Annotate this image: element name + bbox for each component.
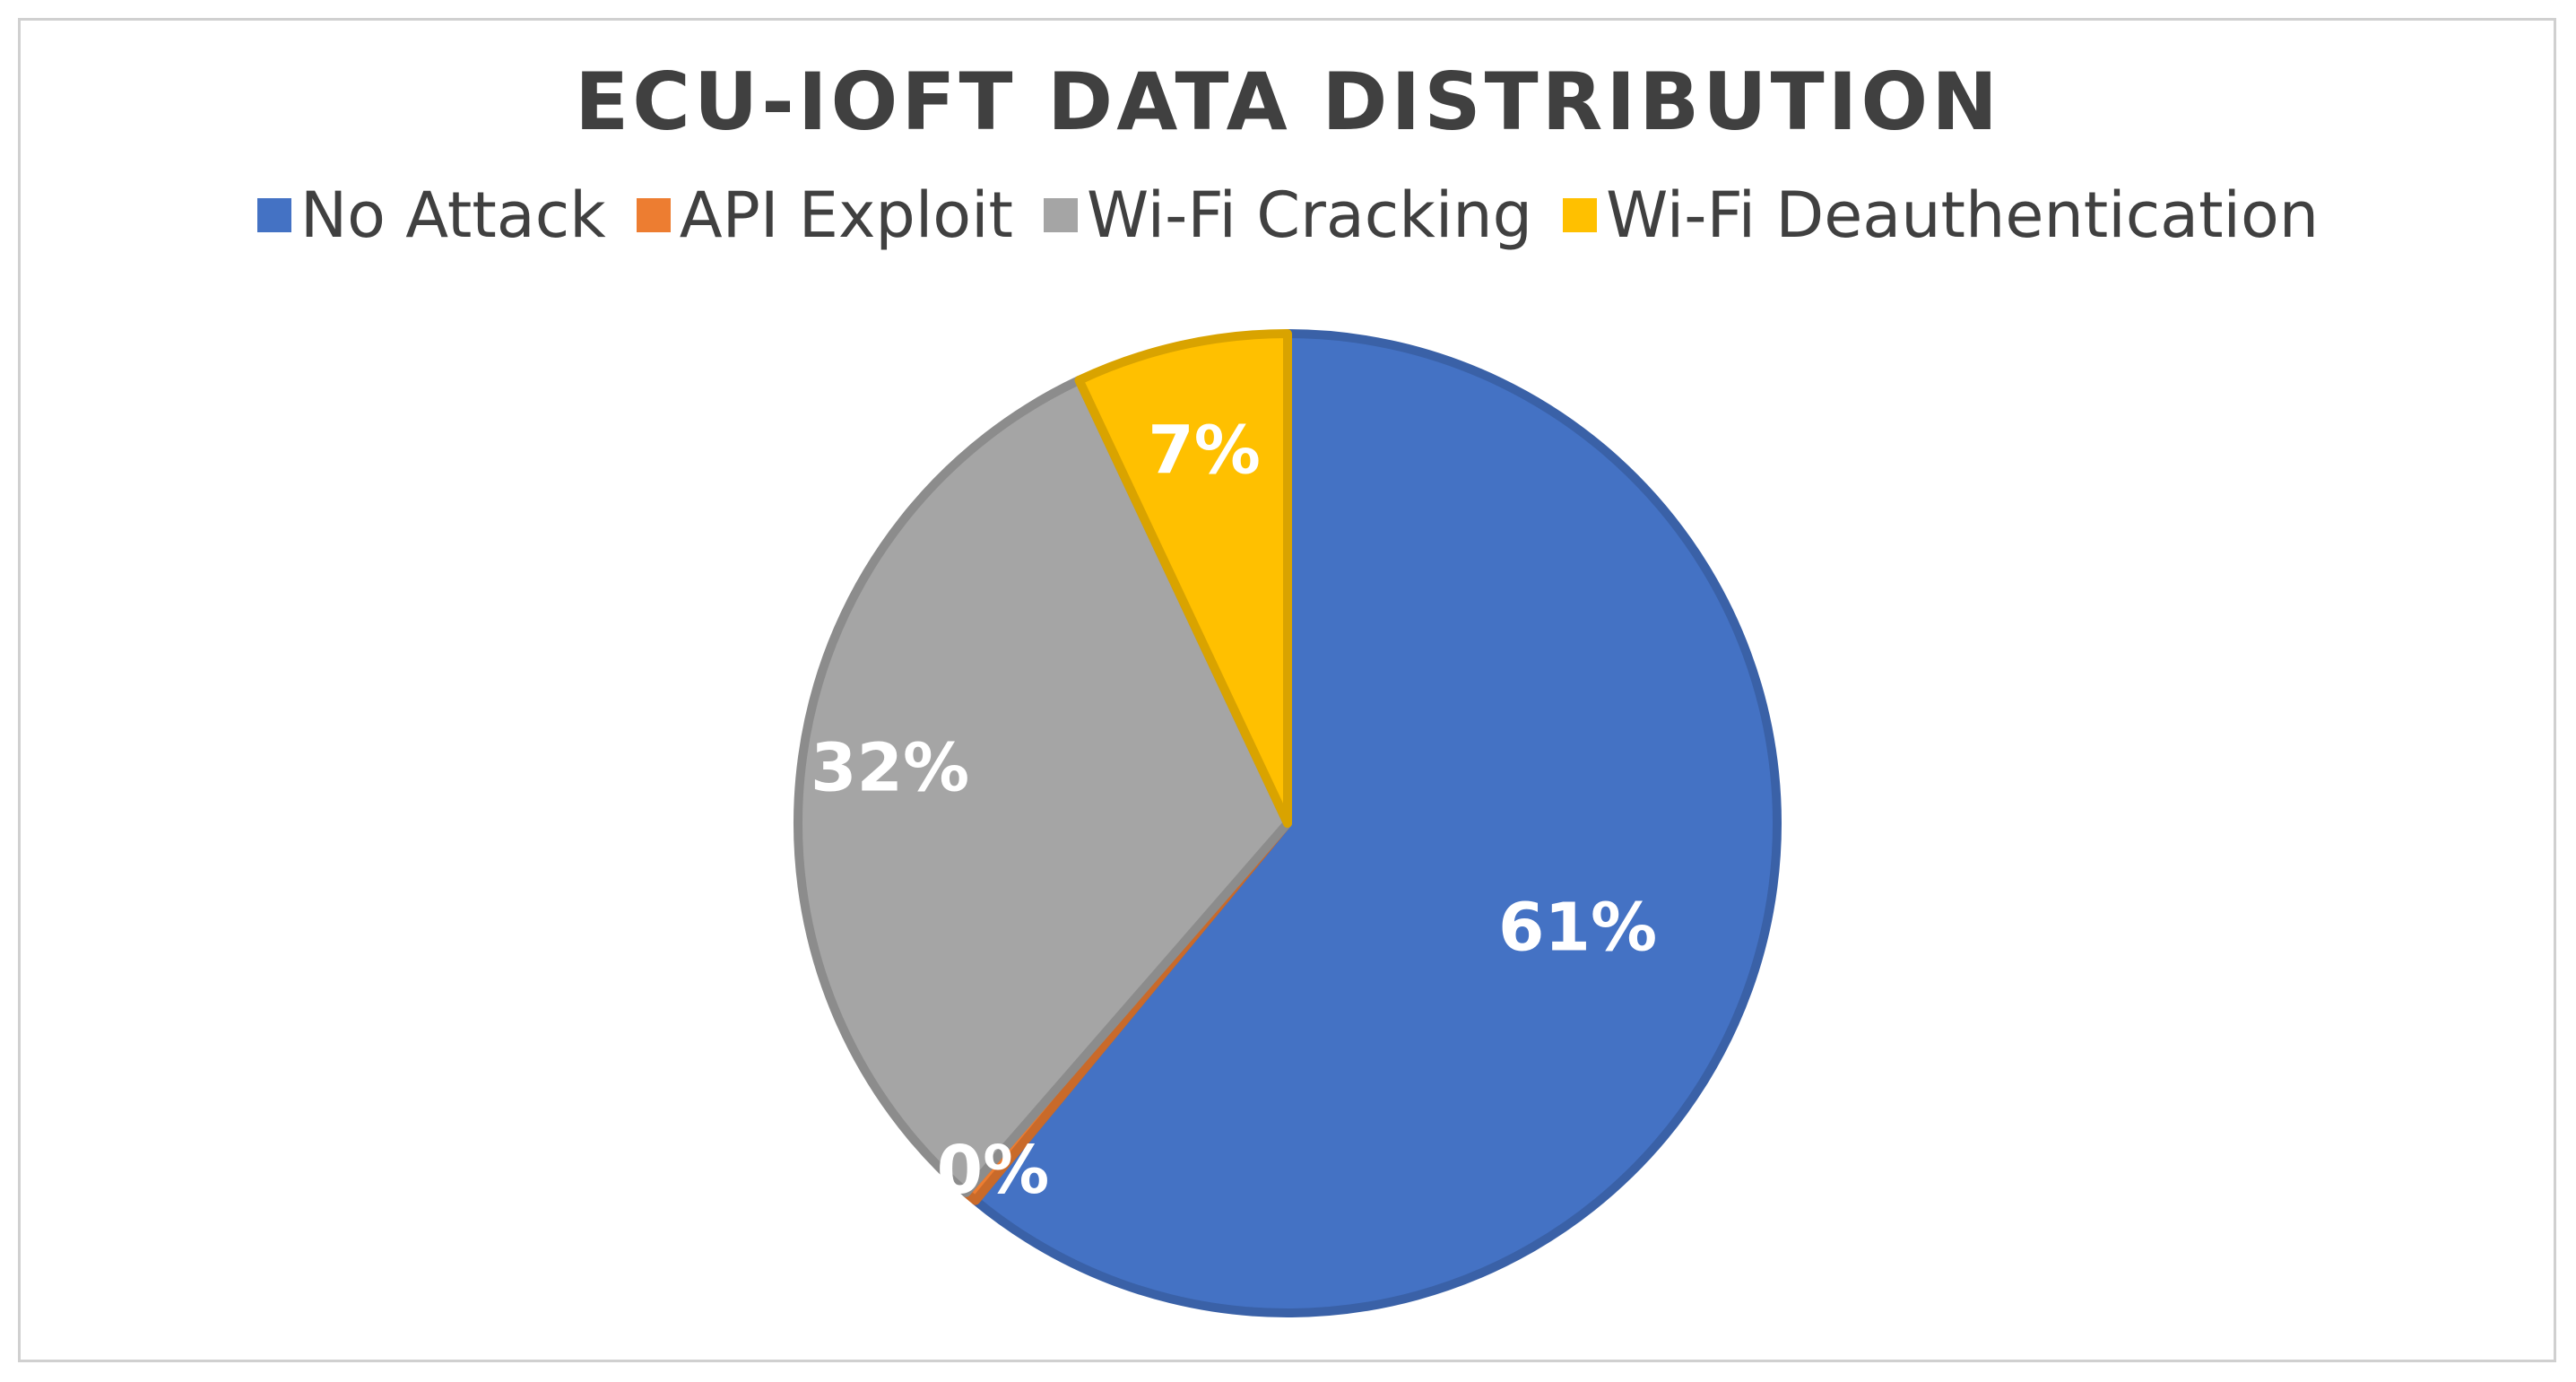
data-label-no-attack: 61% — [1498, 890, 1657, 967]
data-label-wi-fi-deauthentication: 7% — [1148, 412, 1261, 489]
legend-swatch-wifi-cracking — [1044, 198, 1078, 232]
legend-item-api-exploit: API Exploit — [636, 178, 1013, 252]
legend-label-wifi-cracking: Wi-Fi Cracking — [1087, 178, 1533, 252]
legend-item-wifi-deauthentication: Wi-Fi Deauthentication — [1563, 184, 2319, 247]
data-label-api-exploit: 0% — [937, 1132, 1050, 1209]
legend-label-api-exploit: API Exploit — [679, 178, 1013, 252]
legend-item-no-attack: No Attack — [256, 178, 606, 252]
legend-label-wifi-deauthentication: Wi-Fi Deauthentication — [1606, 178, 2320, 252]
legend: No Attack API Exploit Wi-Fi Cracking Wi-… — [0, 184, 2576, 247]
legend-item-wifi-cracking: Wi-Fi Cracking — [1044, 184, 1532, 247]
legend-swatch-api-exploit — [636, 198, 671, 232]
legend-swatch-wifi-deauthentication — [1563, 198, 1598, 232]
pie-slice-no-attack — [970, 329, 1782, 1317]
legend-label-no-attack: No Attack — [299, 178, 606, 252]
pie-slice-wi-fi-cracking — [793, 375, 1292, 1197]
legend-swatch-no-attack — [256, 198, 291, 232]
data-label-wi-fi-cracking: 32% — [811, 729, 969, 806]
pie-slice-wi-fi-deauthentication — [1074, 329, 1292, 828]
chart-title: ECU-IOFT DATA DISTRIBUTION — [575, 56, 2001, 148]
